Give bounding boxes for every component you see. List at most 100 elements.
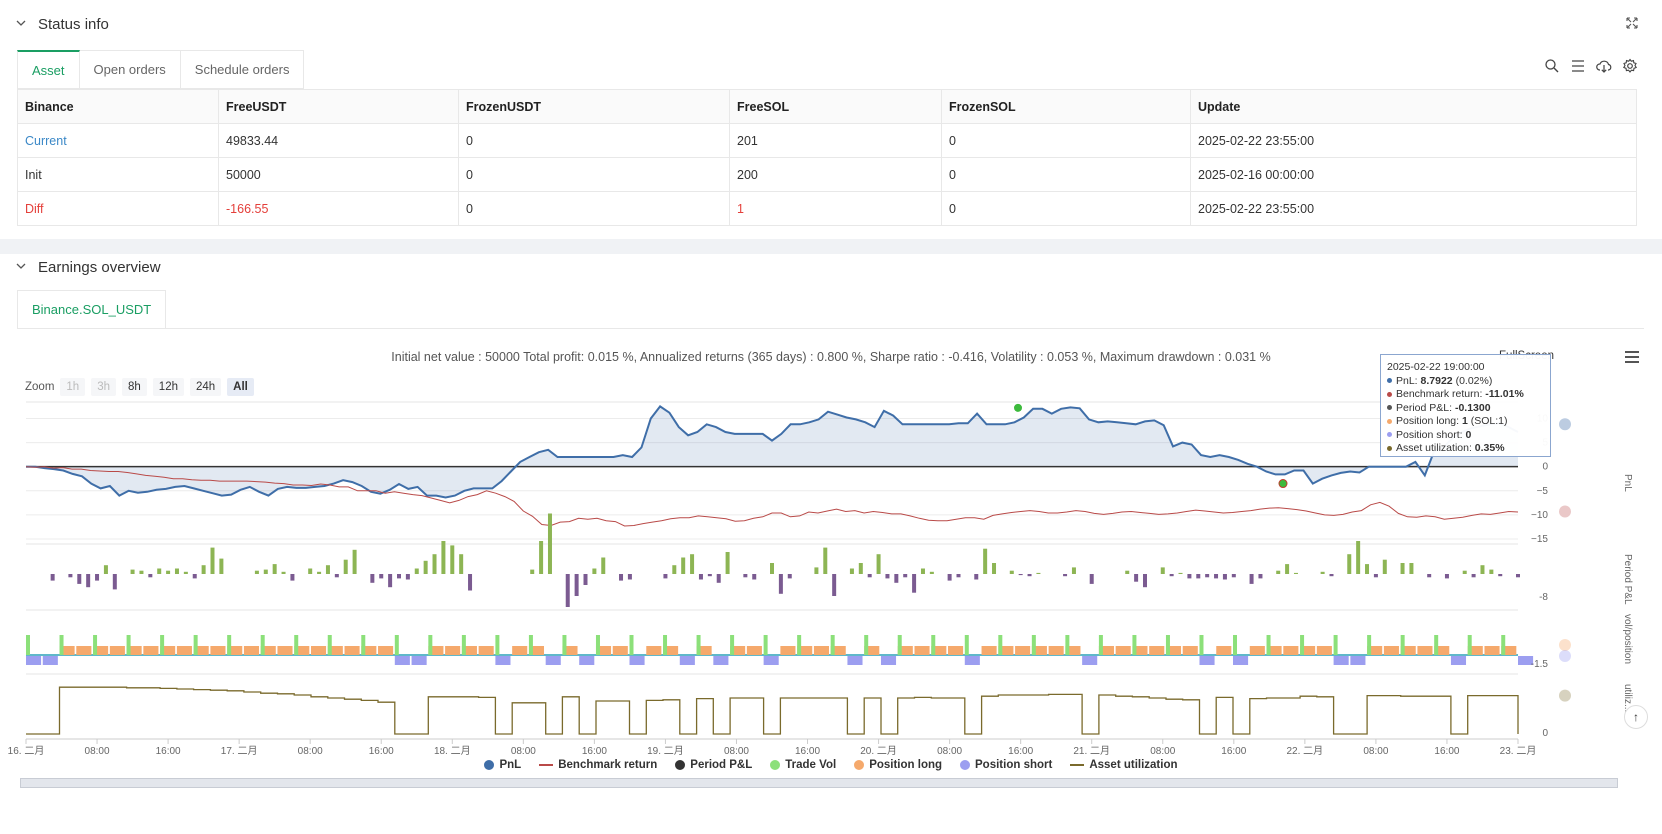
- trade-marker-point: [1014, 403, 1022, 412]
- position-long-bar: [1165, 646, 1182, 655]
- period-bar: [539, 541, 544, 574]
- period-bar: [148, 574, 153, 578]
- earnings-overview-header[interactable]: Earnings overview: [16, 259, 161, 276]
- period-bar: [894, 574, 899, 583]
- col-header: Binance: [17, 89, 219, 124]
- period-bar: [920, 568, 925, 574]
- period-bar: [1356, 541, 1361, 574]
- position-long-bar: [1149, 646, 1165, 655]
- status-info-header[interactable]: Status info: [16, 16, 109, 33]
- period-bar: [281, 571, 286, 574]
- tooltip-benchmark: Benchmark return: -11.01%: [1387, 388, 1544, 402]
- tab-open-orders[interactable]: Open orders: [79, 50, 181, 88]
- period-bar: [752, 574, 757, 580]
- trade-vol-bar: [1031, 635, 1036, 655]
- chart-navigator-scrollbar[interactable]: [20, 778, 1618, 788]
- period-bar: [1365, 564, 1370, 574]
- chevron-down-icon[interactable]: [16, 261, 26, 271]
- period-bar: [574, 574, 579, 596]
- legend-line-icon: [539, 764, 554, 766]
- utilization-line: [26, 686, 1519, 735]
- expand-icon[interactable]: [1626, 17, 1638, 29]
- period-bar: [858, 563, 863, 574]
- earnings-overview-panel: Earnings overview Binance.SOL_USDT Initi…: [0, 254, 1662, 834]
- period-bar: [530, 569, 535, 574]
- period-bar: [849, 568, 854, 574]
- period-bar: [1143, 574, 1147, 588]
- tab-binance-sol-usdt[interactable]: Binance.SOL_USDT: [17, 290, 167, 328]
- chevron-down-icon[interactable]: [16, 18, 26, 28]
- period-bar: [423, 560, 428, 574]
- trade-vol-bar: [428, 635, 433, 655]
- tooltip-period: Period P&L: -0.1300: [1387, 402, 1544, 416]
- period-bar: [743, 574, 748, 578]
- period-bar: [681, 557, 686, 574]
- legend-item-util[interactable]: Asset utilization: [1070, 759, 1178, 771]
- period-bar: [983, 548, 988, 574]
- position-short-bar: [545, 656, 561, 665]
- period-bar: [1471, 574, 1476, 578]
- position-long-bar: [1266, 646, 1282, 655]
- period-bar: [77, 574, 82, 584]
- zoom-3h-button[interactable]: 3h: [91, 378, 116, 396]
- zoom-24h-button[interactable]: 24h: [189, 378, 222, 396]
- col-header: FrozenSOL: [941, 89, 1191, 124]
- position-long-bar: [830, 646, 846, 655]
- menu-icon[interactable]: [1624, 350, 1640, 364]
- legend-item-long[interactable]: Position long: [854, 759, 942, 771]
- table-cell: 200: [729, 157, 942, 192]
- summary-line: Initial net value : 50000 Total profit: …: [391, 350, 1271, 364]
- gear-icon[interactable]: [1622, 58, 1638, 74]
- zoom-8h-button[interactable]: 8h: [122, 378, 147, 396]
- period-bar: [929, 571, 934, 574]
- back-to-top-button[interactable]: ↑: [1624, 705, 1648, 729]
- period-bar: [397, 574, 401, 579]
- trade-vol-bar: [1367, 635, 1372, 655]
- period-tick-label: -8: [1539, 592, 1548, 603]
- tooltip-long: Position long: 1 (SOL:1): [1387, 415, 1544, 429]
- x-tick-label: 23. 二月: [1500, 745, 1537, 757]
- position-long-bar: [160, 646, 176, 655]
- table-cell: 2025-02-22 23:55:00: [1190, 123, 1637, 158]
- position-short-bar: [763, 656, 779, 665]
- pnl-axis-label: PnL: [1622, 474, 1633, 492]
- tab-asset[interactable]: Asset: [17, 50, 80, 88]
- period-bar: [1516, 574, 1520, 578]
- zoom-all-button[interactable]: All: [227, 378, 254, 396]
- period-bar: [157, 568, 162, 574]
- cloud-download-icon[interactable]: [1596, 58, 1612, 74]
- period-bar: [974, 574, 979, 580]
- trade-vol-bar: [696, 635, 701, 655]
- period-bar: [1160, 567, 1165, 574]
- period-bar: [1347, 554, 1352, 574]
- x-tick-label: 08:00: [85, 746, 110, 757]
- search-icon[interactable]: [1544, 58, 1560, 74]
- position-long-bar: [1383, 646, 1399, 655]
- zoom-1h-button[interactable]: 1h: [60, 378, 86, 396]
- position-short-bar: [1082, 656, 1098, 665]
- legend-item-short[interactable]: Position short: [960, 759, 1052, 771]
- trade-vol-bar: [629, 635, 634, 655]
- period-bar: [174, 568, 179, 574]
- zoom-12h-button[interactable]: 12h: [152, 378, 184, 396]
- trade-vol-bar: [797, 635, 802, 655]
- legend-item-trade-vol[interactable]: Trade Vol: [770, 759, 836, 771]
- period-bar: [1063, 574, 1068, 577]
- row-label-current[interactable]: Current: [17, 123, 219, 158]
- list-icon[interactable]: [1570, 58, 1586, 74]
- period-bar: [1009, 570, 1014, 574]
- period-bar: [1382, 559, 1387, 574]
- trade-marker-point: [1278, 479, 1288, 489]
- x-tick-label: 18. 二月: [434, 745, 471, 757]
- legend-item-pnl[interactable]: PnL: [484, 759, 521, 771]
- legend-item-period[interactable]: Period P&L: [675, 759, 752, 771]
- period-bar: [68, 574, 73, 578]
- period-bar: [716, 574, 721, 583]
- position-short-bar: [1450, 656, 1467, 665]
- tooltip-time: 2025-02-22 19:00:00: [1387, 361, 1485, 373]
- period-bar: [1329, 574, 1334, 577]
- tab-schedule-orders[interactable]: Schedule orders: [180, 50, 305, 88]
- period-bar: [947, 574, 952, 581]
- legend-item-benchmark[interactable]: Benchmark return: [539, 759, 657, 771]
